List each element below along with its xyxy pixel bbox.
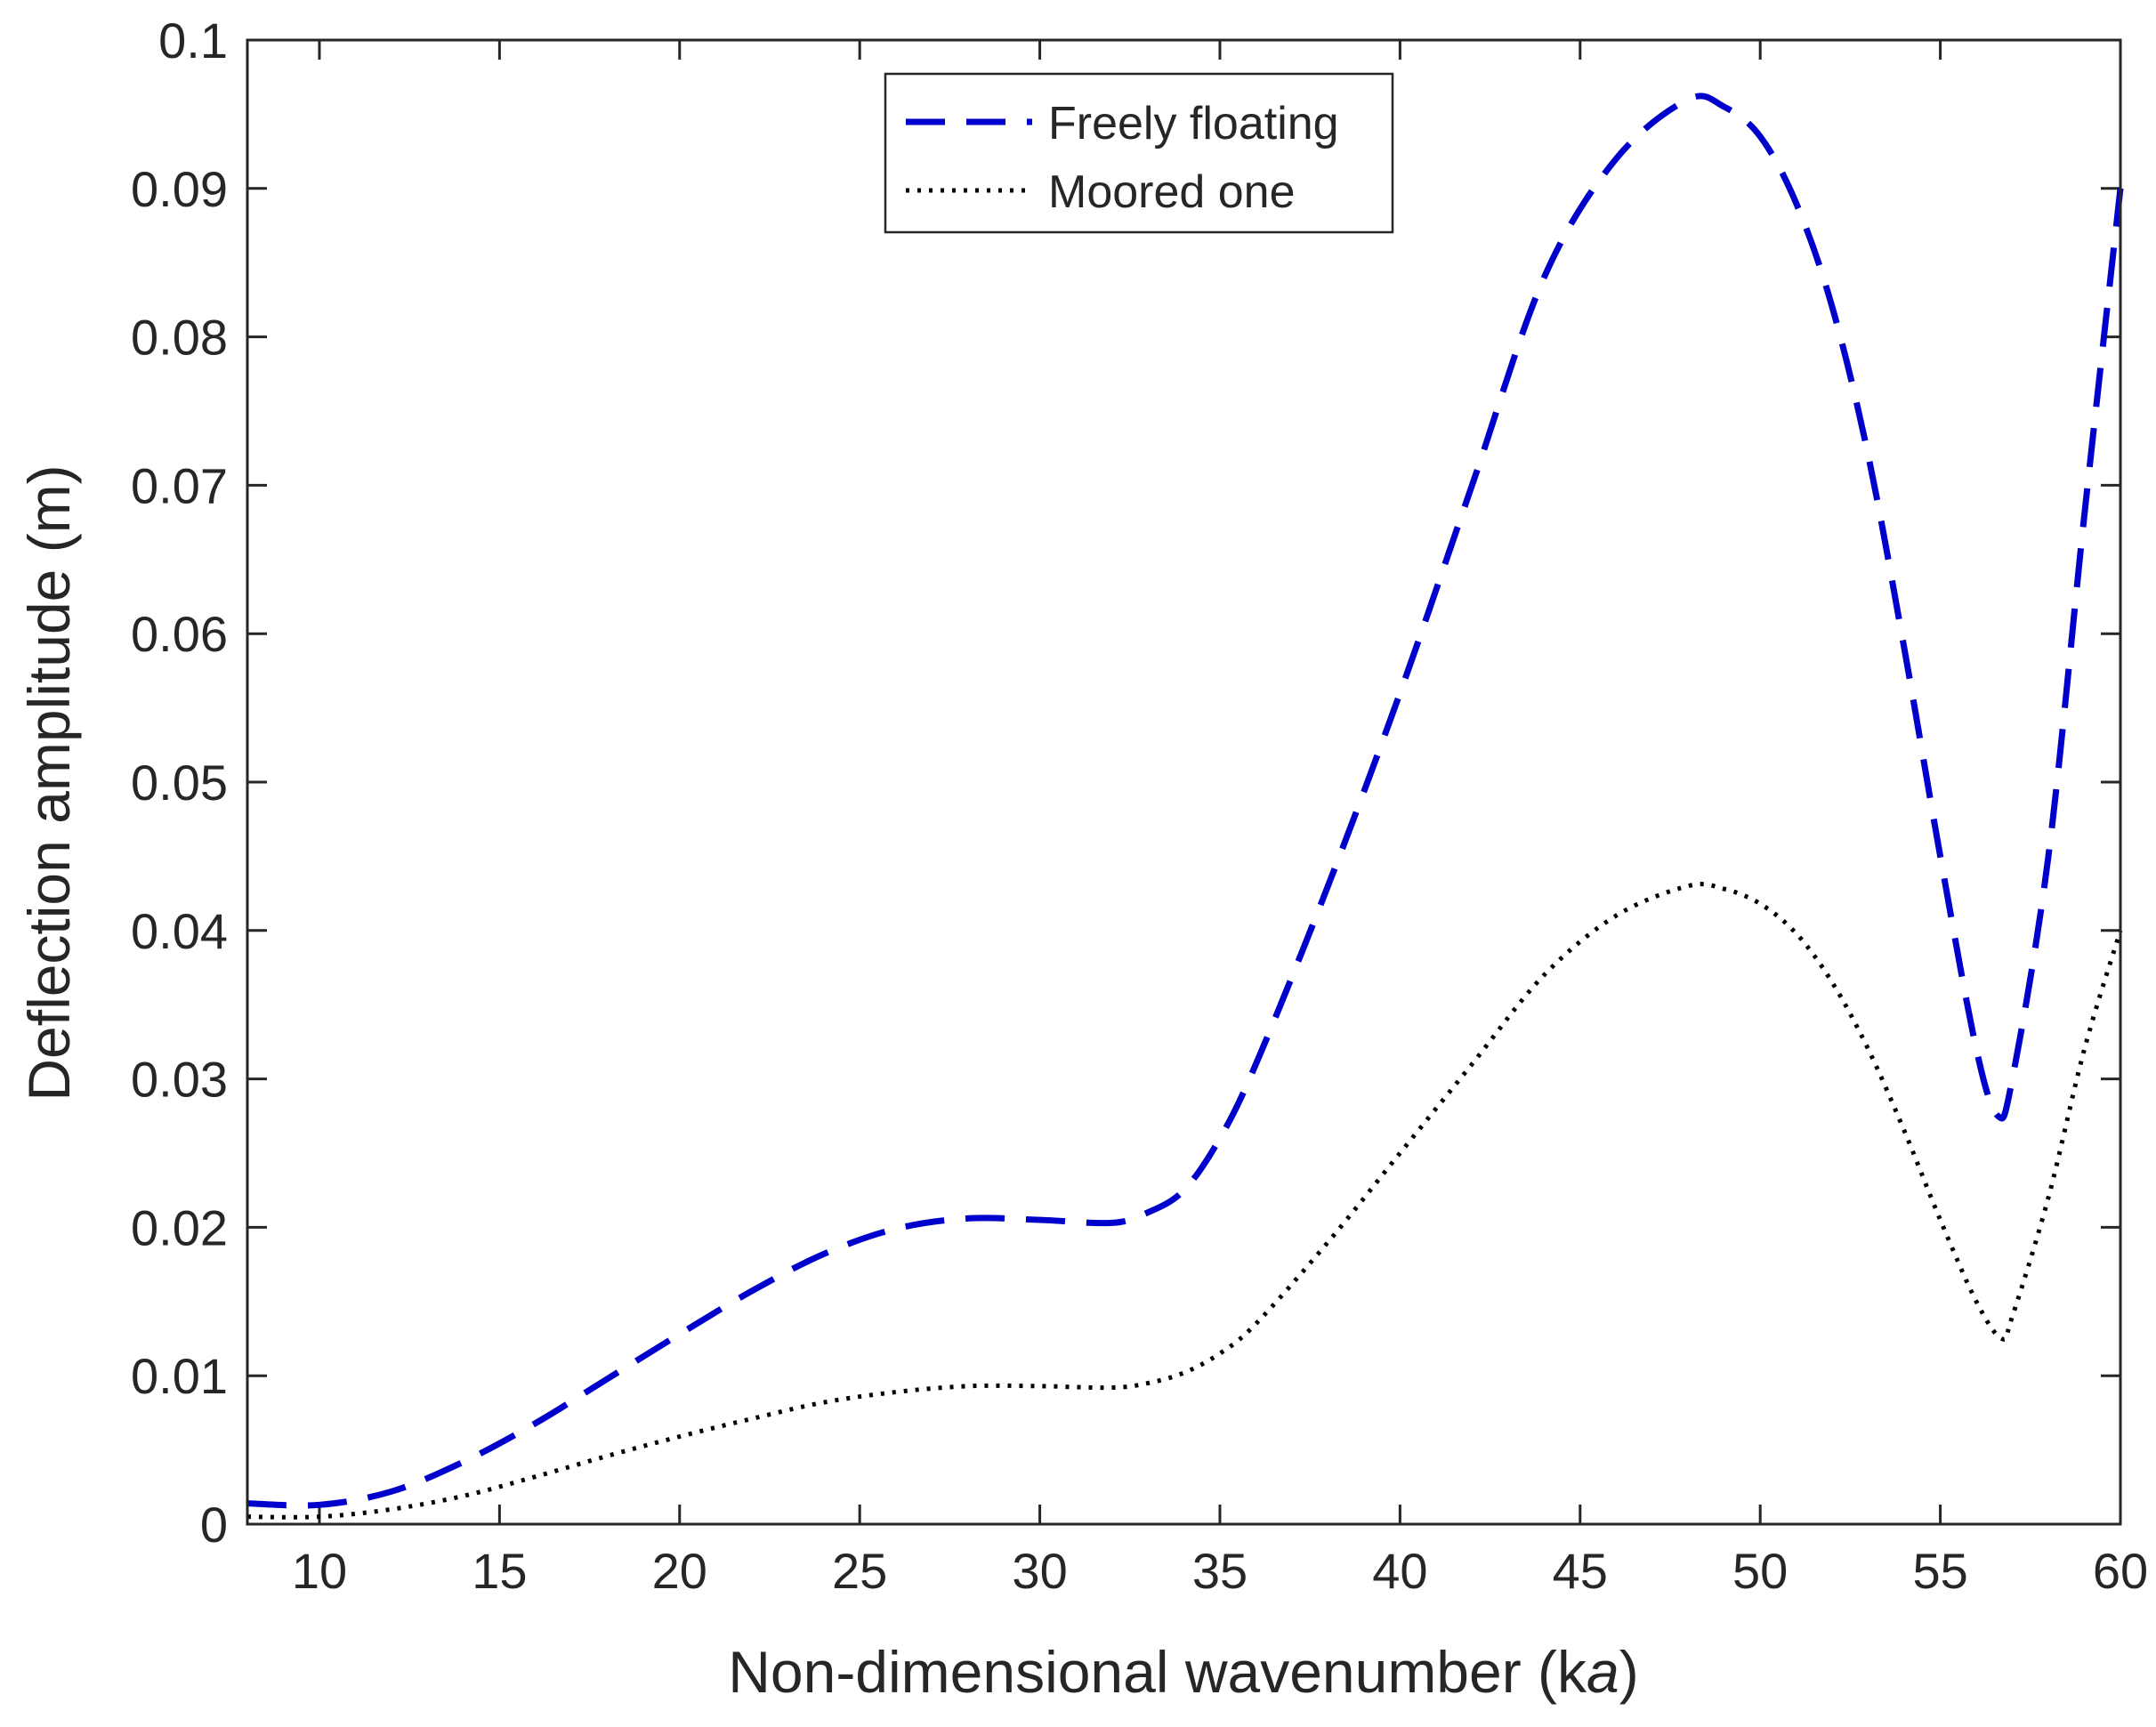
x-tick-label: 55	[1912, 1543, 1967, 1599]
y-tick-label: 0.08	[131, 310, 228, 366]
y-tick-label: 0.04	[131, 903, 228, 959]
series-layer	[246, 93, 2124, 1520]
x-tick-label: 30	[1012, 1543, 1067, 1599]
legend-label-freely-floating: Freely floating	[1048, 98, 1339, 149]
plot-frame	[246, 38, 2122, 1526]
y-tick-label: 0.06	[131, 606, 228, 662]
x-axis-label-close: )	[1619, 1639, 1639, 1705]
x-tick-label: 25	[832, 1543, 887, 1599]
plot-background	[247, 40, 2120, 1524]
legend-box	[884, 72, 1394, 234]
y-tick-label: 0.02	[131, 1199, 228, 1255]
x-tick-labels: 10 15 20 25 30 35 40 45 50 55 60	[292, 1543, 2148, 1599]
x-axis-label: Non-dimensional wavenumber (ka)	[728, 1639, 1638, 1705]
y-tick-label: 0.09	[131, 161, 228, 217]
x-tick-label: 40	[1372, 1543, 1427, 1599]
legend: Freely floating Moored one	[884, 72, 1394, 234]
x-tick-label: 10	[292, 1543, 347, 1599]
y-tick-label: 0.1	[158, 12, 228, 69]
y-axis-label: Deflection amplitude (m)	[16, 464, 82, 1101]
y-tick-label: 0.05	[131, 755, 228, 811]
x-tick-label: 50	[1732, 1543, 1788, 1599]
y-tick-label: 0	[200, 1497, 228, 1553]
series-line-freely-floating	[246, 93, 2124, 1509]
legend-label-moored-one: Moored one	[1048, 166, 1296, 218]
x-tick-label: 15	[472, 1543, 527, 1599]
series-line-moored-one	[246, 882, 2123, 1520]
x-tick-label: 20	[652, 1543, 707, 1599]
x-tick-label: 45	[1553, 1543, 1608, 1599]
x-axis-label-italic: a	[1587, 1639, 1619, 1705]
y-tick-label: 0.03	[131, 1052, 228, 1108]
x-tick-label: 60	[2093, 1543, 2148, 1599]
y-tick-labels: 0 0.01 0.02 0.03 0.04 0.05 0.06 0.07 0.08 0.09 0.1	[131, 12, 228, 1553]
y-tick-label: 0.01	[131, 1348, 228, 1404]
x-tick-label: 35	[1192, 1543, 1248, 1599]
y-tick-label: 0.07	[131, 457, 228, 513]
x-axis-label-main: Non-dimensional wavenumber (k	[728, 1639, 1587, 1705]
